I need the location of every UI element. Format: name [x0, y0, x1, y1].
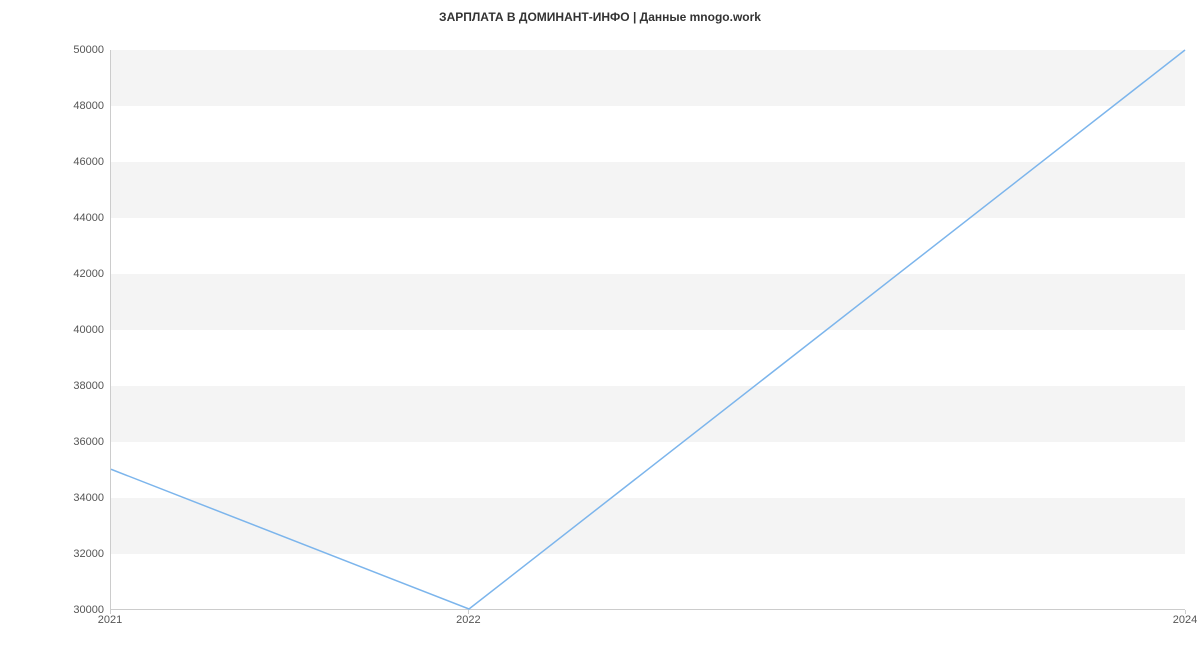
x-tick-label: 2021	[98, 614, 122, 626]
line-series	[111, 50, 1185, 609]
x-tick-mark	[1185, 610, 1186, 614]
y-tick-label: 40000	[54, 324, 104, 336]
x-tick-mark	[468, 610, 469, 614]
y-tick-label: 44000	[54, 212, 104, 224]
chart-title: ЗАРПЛАТА В ДОМИНАНТ-ИНФО | Данные mnogo.…	[0, 0, 1200, 32]
y-tick-label: 36000	[54, 436, 104, 448]
y-tick-label: 32000	[54, 548, 104, 560]
y-tick-label: 38000	[54, 380, 104, 392]
plot-area	[110, 50, 1185, 610]
y-tick-label: 42000	[54, 268, 104, 280]
y-tick-label: 50000	[54, 44, 104, 56]
x-tick-label: 2024	[1173, 614, 1197, 626]
y-tick-label: 48000	[54, 100, 104, 112]
x-tick-label: 2022	[456, 614, 480, 626]
x-tick-mark	[110, 610, 111, 614]
y-tick-label: 34000	[54, 492, 104, 504]
chart-container: 30000 32000 34000 36000 38000 40000 42000 44000…	[0, 30, 1200, 630]
y-tick-label: 46000	[54, 156, 104, 168]
y-tick-label: 30000	[54, 604, 104, 616]
